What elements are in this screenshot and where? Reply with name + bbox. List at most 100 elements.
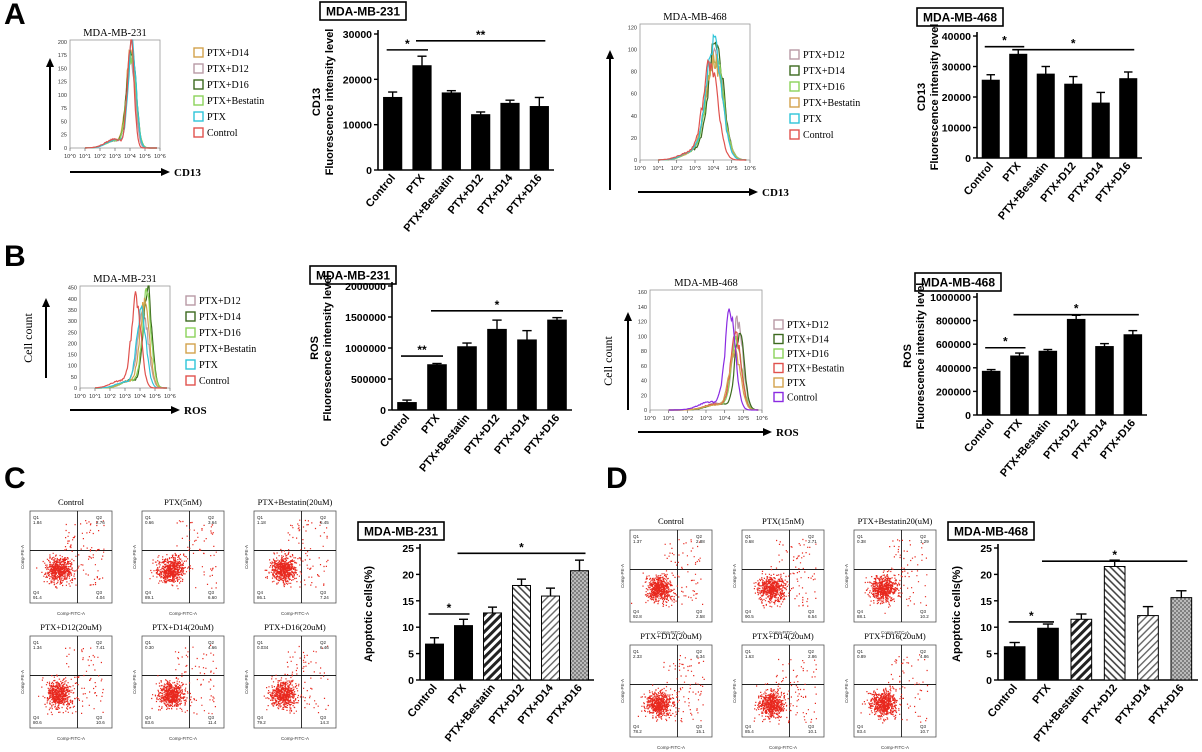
y-tick-label: 100 bbox=[68, 364, 77, 370]
y-axis-label: Cell count bbox=[601, 336, 615, 386]
quadrant-value: 0.38 bbox=[857, 539, 866, 544]
quadrant-name: Q1 bbox=[857, 649, 864, 654]
quadrant-name: Q2 bbox=[320, 640, 327, 645]
quadrant-name: Q3 bbox=[808, 609, 815, 614]
legend-swatch bbox=[193, 63, 204, 74]
x-tick-label: 10^0 bbox=[644, 416, 656, 422]
quadrant-value: 4.04 bbox=[96, 595, 105, 600]
legend-label: PTX bbox=[787, 378, 807, 389]
quadrant-value: 10.7 bbox=[920, 729, 929, 734]
y-tick-label: 120 bbox=[638, 320, 647, 326]
dot-plot-frame bbox=[29, 635, 113, 729]
quadrant-name: Q4 bbox=[857, 724, 864, 729]
quadrant-name: Q3 bbox=[696, 724, 703, 729]
significance-marker: * bbox=[1029, 609, 1034, 623]
y-tick-label: 10000 bbox=[343, 120, 372, 132]
legend-swatch bbox=[789, 113, 800, 124]
bar bbox=[1123, 334, 1143, 416]
legend-label: PTX+D14 bbox=[207, 48, 249, 59]
dot-plot-frame bbox=[853, 644, 937, 738]
y-tick-label: 1500000 bbox=[345, 312, 386, 324]
cell-events bbox=[264, 519, 329, 588]
legend-label: PTX+Bestatin bbox=[199, 344, 256, 355]
dot-plot-title: PTX+D16(20uM) bbox=[264, 622, 326, 632]
dot-plot-y-label: Comp-PE-A bbox=[244, 545, 249, 569]
dot-plot-x-label: Comp-FITC-A bbox=[881, 630, 909, 635]
bar bbox=[541, 595, 560, 681]
quadrant-name: Q2 bbox=[920, 534, 927, 539]
bar bbox=[471, 114, 491, 171]
chart-title: MDA-MB-231 bbox=[93, 274, 157, 285]
y-tick-label: 0 bbox=[380, 405, 386, 417]
panel-label-b: B bbox=[4, 240, 26, 273]
bar bbox=[427, 364, 447, 411]
legend-swatch bbox=[185, 327, 196, 338]
quadrant-name: Q4 bbox=[633, 609, 640, 614]
legend-label: PTX+D16 bbox=[199, 328, 241, 339]
y-tick-label: 150 bbox=[58, 66, 67, 72]
x-tick-label: 10^2 bbox=[671, 166, 683, 172]
bar bbox=[547, 319, 567, 411]
x-tick-label: 10^0 bbox=[74, 394, 86, 400]
bar bbox=[454, 625, 473, 681]
dot-plot-title: PTX+Bestatin(20uM) bbox=[258, 497, 333, 507]
quadrant-value: 2.76 bbox=[96, 520, 105, 525]
y-axis-label: Fluorescence intensity level bbox=[322, 275, 334, 422]
y-tick-label: 0 bbox=[74, 386, 77, 392]
y-axis-arrowhead bbox=[46, 58, 54, 67]
y-tick-label: 0 bbox=[408, 675, 414, 687]
cell-events bbox=[860, 654, 929, 724]
quadrant-value: 92.8 bbox=[633, 614, 642, 619]
bar bbox=[383, 96, 403, 171]
y-tick-label: 0 bbox=[965, 153, 971, 165]
quadrant-value: 0.66 bbox=[145, 520, 154, 525]
panel-label-a: A bbox=[4, 0, 26, 31]
quadrant-value: 1.18 bbox=[257, 520, 266, 525]
quadrant-value: 6.34 bbox=[696, 654, 705, 659]
chart-title-box bbox=[916, 7, 1004, 27]
bar bbox=[1009, 53, 1028, 159]
bar bbox=[1103, 565, 1126, 681]
bar bbox=[487, 328, 507, 411]
bar bbox=[1066, 318, 1086, 416]
chart-title-box bbox=[947, 521, 1035, 541]
dot-plot-title: PTX(5nM) bbox=[164, 497, 202, 507]
y-axis-label: Apoptotic cells(%) bbox=[951, 566, 963, 662]
quadrant-name: Q4 bbox=[857, 609, 864, 614]
quadrant-value: 83.4 bbox=[857, 729, 866, 734]
quadrant-name: Q2 bbox=[808, 649, 815, 654]
bar bbox=[1003, 646, 1026, 681]
y-tick-label: 350 bbox=[68, 308, 77, 314]
histogram-curve-ptx bbox=[658, 33, 747, 161]
quadrant-name: Q1 bbox=[745, 534, 752, 539]
dot-plot-x-label: Comp-FITC-A bbox=[881, 745, 909, 750]
cell-events bbox=[151, 644, 217, 715]
chart-title-box bbox=[914, 272, 1002, 292]
x-tick-label: 10^0 bbox=[64, 154, 76, 160]
quadrant-name: Q2 bbox=[96, 640, 103, 645]
legend-swatch bbox=[193, 95, 204, 106]
quadrant-name: Q1 bbox=[633, 649, 640, 654]
significance-marker: * bbox=[1002, 34, 1007, 48]
legend-swatch bbox=[773, 319, 784, 330]
x-tick-label: 10^5 bbox=[737, 416, 749, 422]
legend-swatch bbox=[773, 333, 784, 345]
legend-label: PTX+D12 bbox=[199, 296, 241, 307]
y-tick-label: 200 bbox=[68, 341, 77, 347]
y-tick-label: 150 bbox=[68, 353, 77, 359]
dot-plot-title: PTX+Bestatin20(uM) bbox=[858, 516, 933, 526]
significance-marker: ** bbox=[417, 343, 427, 357]
x-tick-label: 10^6 bbox=[164, 394, 176, 400]
bar bbox=[1170, 597, 1193, 681]
x-tick-label: PTX bbox=[419, 412, 442, 437]
quadrant-value: 2.58 bbox=[696, 614, 705, 619]
legend-label: PTX+Bestatin bbox=[803, 98, 860, 109]
x-axis-label: ROS bbox=[184, 405, 207, 417]
bar bbox=[570, 570, 589, 681]
cell-events bbox=[149, 520, 217, 590]
significance-marker: * bbox=[495, 298, 500, 312]
y-tick-label: 20 bbox=[980, 569, 992, 581]
y-tick-label: 25 bbox=[402, 543, 414, 555]
chart-d-bar-468: MDA-MB-468 Apoptotic cells(%) 0 5 10 15 20 25 Co… bbox=[947, 521, 1198, 744]
quadrant-name: Q4 bbox=[633, 724, 640, 729]
